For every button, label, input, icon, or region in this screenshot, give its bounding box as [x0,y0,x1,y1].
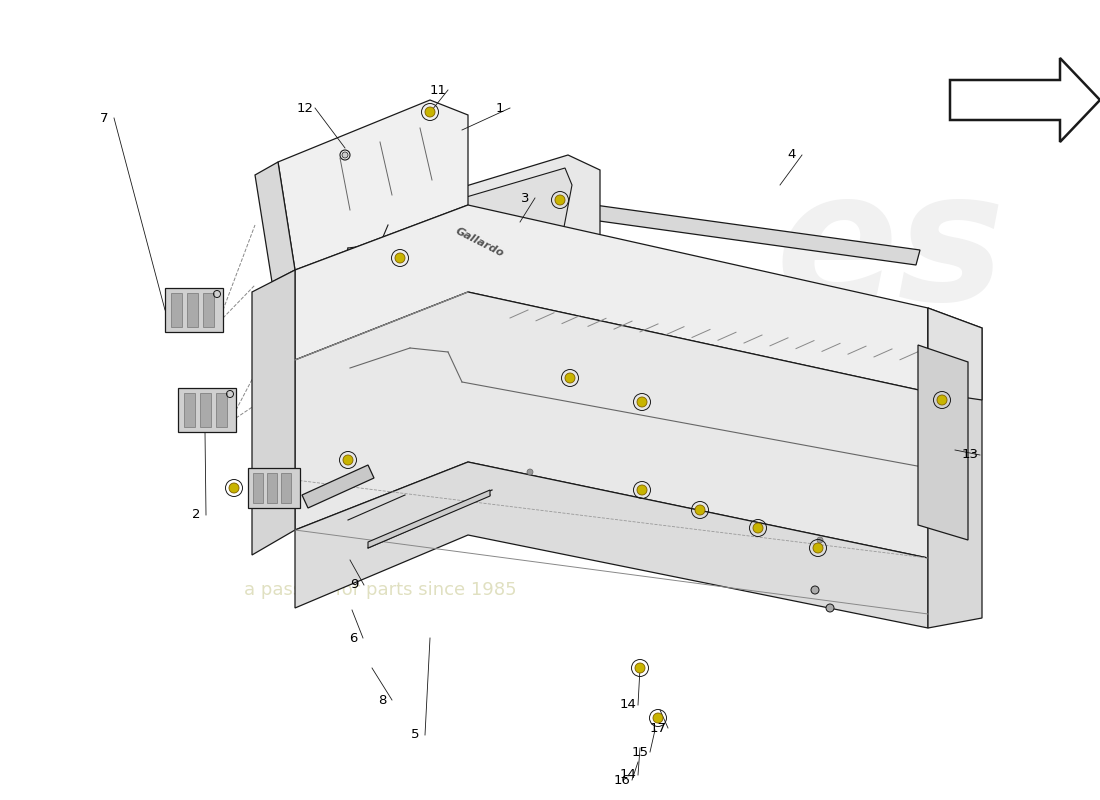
Polygon shape [448,185,920,265]
Polygon shape [302,465,374,508]
Text: 14: 14 [619,769,637,782]
Text: 11: 11 [429,83,447,97]
Polygon shape [178,388,236,432]
Polygon shape [253,473,263,503]
Polygon shape [295,462,928,628]
Circle shape [527,469,534,475]
Text: 17: 17 [649,722,667,734]
Circle shape [695,505,705,515]
Text: euro: euro [310,430,631,550]
Circle shape [817,537,823,543]
Polygon shape [928,308,982,400]
Text: es: es [776,162,1005,338]
Polygon shape [165,288,223,332]
Circle shape [637,485,647,495]
Circle shape [937,395,947,405]
Circle shape [635,663,645,673]
Text: 7: 7 [100,111,108,125]
Polygon shape [928,308,982,628]
Text: 12: 12 [297,102,313,114]
Text: 5: 5 [410,729,419,742]
Text: 14: 14 [619,698,637,711]
Polygon shape [267,473,277,503]
Text: 4: 4 [788,149,796,162]
Polygon shape [252,270,295,555]
Text: 6: 6 [349,631,358,645]
Circle shape [556,195,565,205]
Polygon shape [392,168,572,295]
Circle shape [811,586,819,594]
Text: a passion for parts since 1985: a passion for parts since 1985 [244,581,516,599]
Text: 8: 8 [377,694,386,706]
Circle shape [826,604,834,612]
Polygon shape [200,393,211,427]
Circle shape [395,253,405,263]
Circle shape [342,152,348,158]
Polygon shape [216,393,227,427]
Text: 1: 1 [496,102,504,114]
Circle shape [754,523,763,533]
Polygon shape [280,473,292,503]
Circle shape [653,713,663,723]
Text: 15: 15 [631,746,649,758]
Circle shape [343,455,353,465]
Circle shape [425,107,435,117]
Polygon shape [918,345,968,540]
Polygon shape [278,100,468,270]
Circle shape [637,397,647,407]
Text: parts: parts [570,430,939,550]
Polygon shape [295,155,600,330]
Circle shape [813,543,823,553]
Polygon shape [204,293,214,327]
Polygon shape [368,490,490,548]
Polygon shape [170,293,182,327]
Polygon shape [184,393,195,427]
Text: 3: 3 [520,191,529,205]
Polygon shape [187,293,198,327]
Circle shape [565,373,575,383]
Polygon shape [295,292,928,558]
Polygon shape [248,468,300,508]
Text: Gallardo: Gallardo [454,226,506,258]
Text: 9: 9 [350,578,359,591]
Text: 16: 16 [614,774,630,786]
Text: 13: 13 [961,449,979,462]
Circle shape [229,483,239,493]
Polygon shape [295,205,928,392]
Polygon shape [255,162,295,282]
Text: 2: 2 [191,509,200,522]
